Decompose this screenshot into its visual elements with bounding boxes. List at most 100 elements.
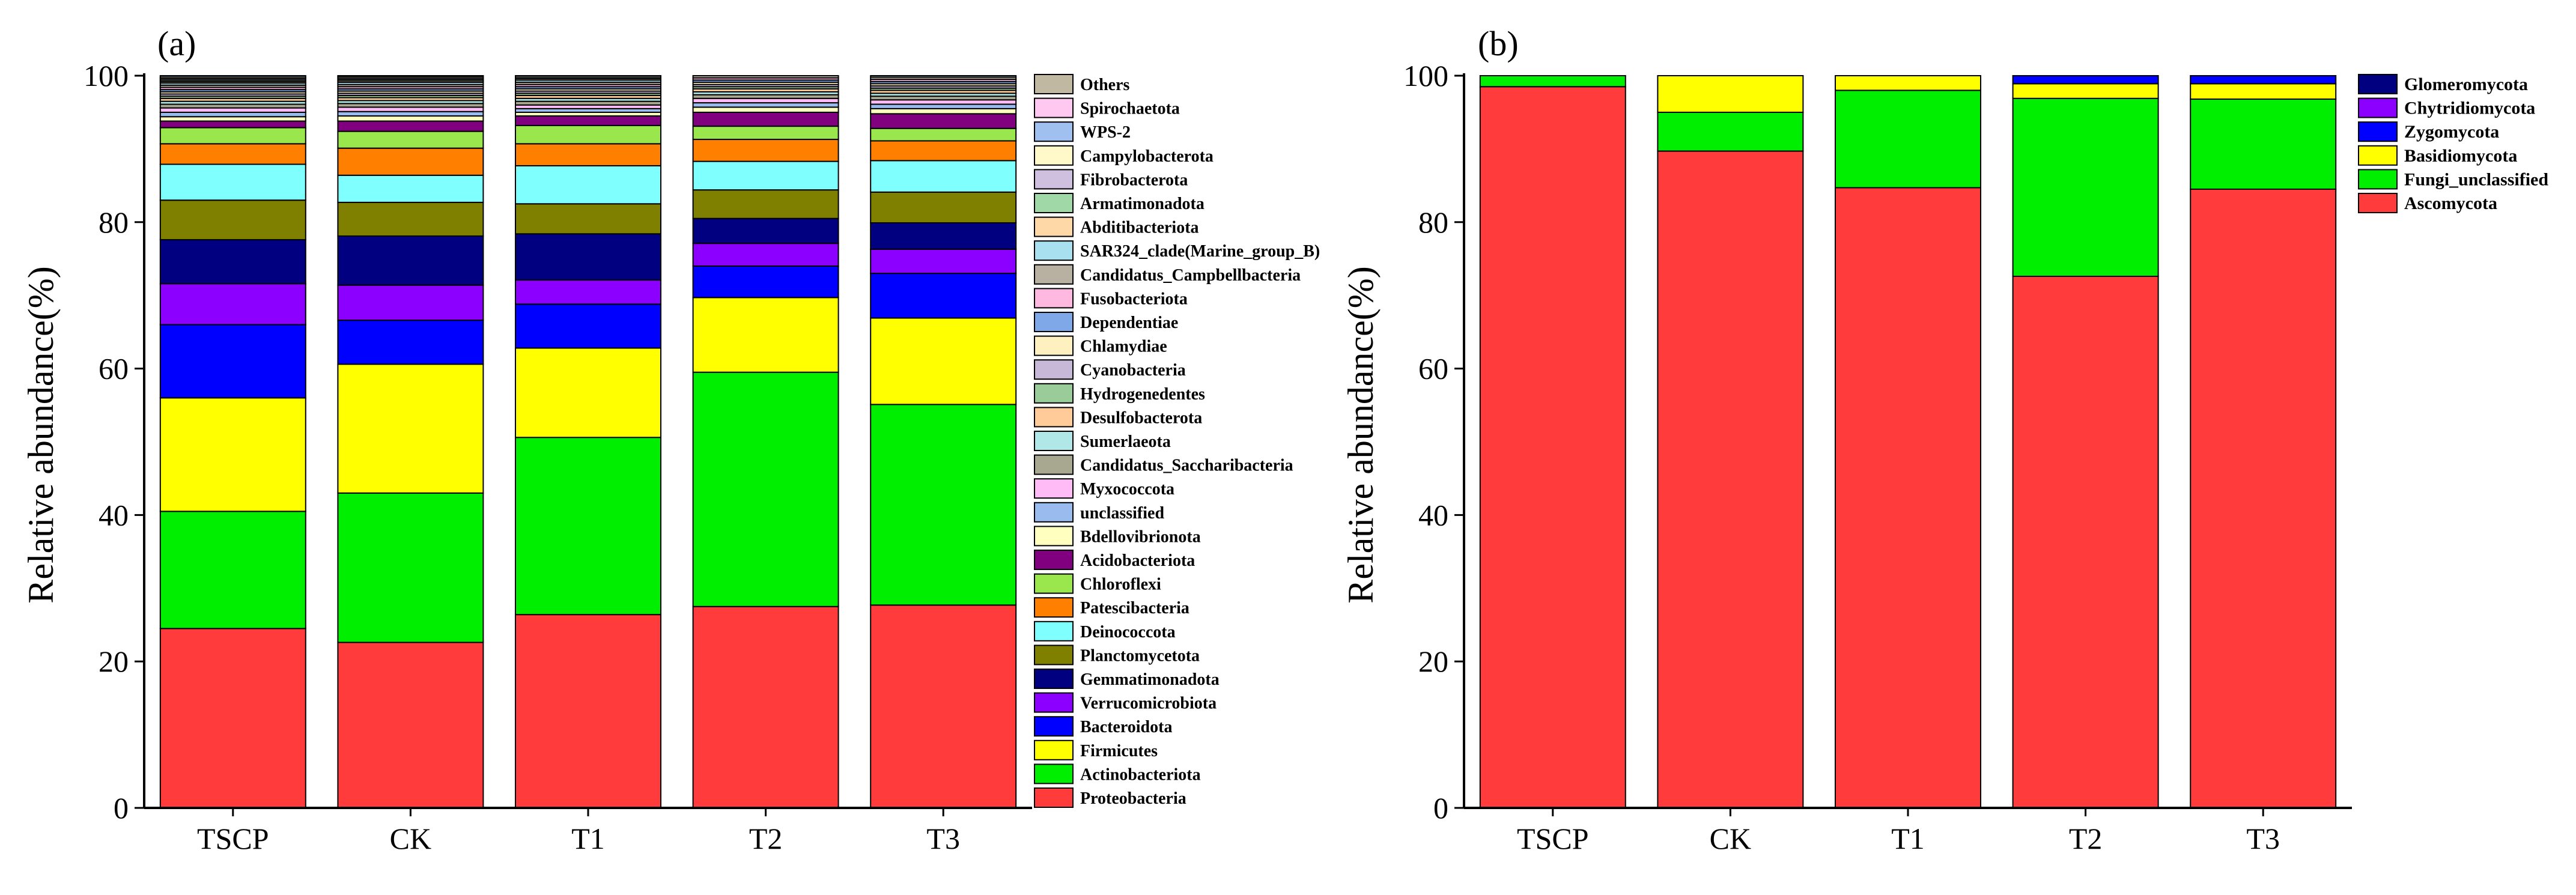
panel-a-bar-segment-T2-Planctomycetota (692, 189, 839, 219)
panel-a-bar-segment-CK-Deinococcota (337, 174, 484, 203)
panel-a-bar-segment-CK-Chloroflexi (337, 130, 484, 149)
panel-a-legend-swatch (1034, 669, 1074, 689)
panel-a-legend-swatch (1034, 431, 1074, 451)
panel-a-legend: Others Spirochaetota WPS-2 Campylobacterota… (1034, 74, 1320, 808)
panel-b-bars (1479, 75, 2337, 809)
panel-a-legend-swatch (1034, 216, 1074, 237)
panel-b-bar-segment-T3-Fungi_unclassified (2190, 99, 2337, 190)
panel-a-legend-label: Candidatus_Campbellbacteria (1080, 266, 1301, 285)
panel-a-bar-segment-CK-unclassified (337, 111, 484, 117)
panel-a-legend-label: Myxococcota (1080, 480, 1174, 499)
panel-a-bar-segment-T2-Gemmatimonadota (692, 217, 839, 244)
panel-a-bar-segment-T3-Proteobacteria (870, 604, 1017, 809)
panel-a-bar-segment-T3-Patescibacteria (870, 140, 1017, 162)
panel-a-bar-segment-TSCP-Bacteroidota (159, 324, 306, 399)
panel-a-bar-segment-T3-Deinococcota (870, 160, 1017, 193)
panel-b-x-tick-label: T3 (2246, 822, 2280, 855)
panel-a-legend-swatch (1034, 74, 1074, 94)
panel-a-legend-swatch (1034, 288, 1074, 309)
panel-a-bar-segment-T2-Candidatus_Campbellbacteria (692, 75, 839, 79)
panel-a-legend-label: Others (1080, 76, 1130, 94)
panel-a-bar-segment-T2-Bdellovibrionota (692, 106, 839, 113)
panel-a-legend-label: Gemmatimonadota (1080, 670, 1220, 689)
panel-a-x-tick-label: T2 (749, 822, 783, 855)
panel-a-bar-segment-CK-Verrucomicrobiota (337, 284, 484, 321)
panel-b-axes: TSCP CK T1 T2 T3 0 20 40 60 80 100 (1403, 59, 2352, 855)
panel-a-bar-segment-T3-Myxococcota (870, 99, 1017, 105)
panel-b-bar-segment-T2-Ascomycota (2012, 276, 2159, 809)
panel-b-legend-label: Basidiomycota (2404, 146, 2517, 166)
panel-a-legend-swatch (1034, 169, 1074, 190)
panel-b-y-tick-label: 20 (1418, 645, 1448, 678)
panel-b-y-axis-label: Relative abundance(%) (1341, 266, 1381, 603)
panel-a-legend-label: Bdellovibrionota (1080, 527, 1201, 546)
panel-b-y-tick-label: 40 (1418, 498, 1448, 532)
panel-a-legend-label: Patescibacteria (1080, 599, 1189, 617)
panel-a-legend-swatch (1034, 739, 1074, 760)
panel-a-bar-segment-TSCP-Deinococcota (159, 163, 306, 201)
panel-a-legend-swatch (1034, 359, 1074, 380)
panel-a-bar-segment-T3-Actinobacteriota (870, 404, 1017, 606)
panel-a-x-tick-label: T3 (926, 822, 960, 855)
panel-a-bar-segment-T2-Firmicutes (692, 297, 839, 373)
panel-b-legend-swatch (2358, 97, 2398, 118)
panel-a-y-tick-label: 0 (114, 791, 129, 825)
panel-a-bar-segment-T1-Chloroflexi (515, 124, 661, 145)
panel-a-legend-label: Campylobacterota (1080, 147, 1214, 166)
panel-a-legend-swatch (1034, 454, 1074, 475)
panel-a-bar-segment-CK-Firmicutes (337, 363, 484, 494)
panel-b-legend-swatch (2358, 169, 2398, 190)
panel-a-legend-label: Hydrogenedentes (1080, 385, 1205, 404)
panel-b-bar-segment-CK-Ascomycota (1657, 150, 1804, 809)
panel-a-legend-swatch (1034, 121, 1074, 142)
panel-a-legend-swatch (1034, 692, 1074, 713)
panel-a-bar-segment-T1-Patescibacteria (515, 143, 661, 166)
panel-b-bar-segment-T3-Basidiomycota (2190, 83, 2337, 100)
panel-a-bar-segment-CK-Proteobacteria (337, 642, 484, 809)
panel-a-legend-label: Desulfobacterota (1080, 408, 1202, 427)
panel-a-legend-label: Candidatus_Saccharibacteria (1080, 457, 1293, 475)
panel-a-bar-segment-CK-Acidobacteriota (337, 120, 484, 132)
panel-a-legend-swatch (1034, 645, 1074, 666)
panel-b-y-tick-label: 0 (1433, 791, 1448, 825)
panel-b-bar-segment-T1-Ascomycota (1835, 187, 1981, 809)
panel-a-bar-segment-TSCP-Firmicutes (159, 397, 306, 512)
panel-a-legend-label: Chlamydiae (1080, 338, 1167, 356)
panel-b-legend-label: Ascomycota (2404, 193, 2497, 213)
panel-a-y-tick-label: 100 (84, 59, 129, 93)
panel-a-legend-swatch (1034, 240, 1074, 261)
panel-a-bar-segment-TSCP-unclassified (159, 111, 306, 118)
panel-a-bar-segment-CK-Bdellovibrionota (337, 115, 484, 122)
panel-a-bar-segment-T2-Chloroflexi (692, 126, 839, 141)
panel-b-x-tick-label: T2 (2069, 822, 2103, 855)
panel-b-label: (b) (1478, 24, 1519, 63)
panel-a-y-tick-label: 80 (99, 205, 129, 239)
panel-a-bar-segment-T3-Planctomycetota (870, 191, 1017, 224)
panel-a-legend-label: Spirochaetota (1080, 100, 1180, 118)
panel-b-y-tick-label: 80 (1418, 205, 1448, 239)
panel-a-bar-segment-TSCP-Gemmatimonadota (159, 239, 306, 285)
panel-a-bar-segment-T1-Fibrobacterota (515, 75, 661, 78)
panel-a-bar-segment-CK-Myxococcota (337, 106, 484, 112)
panel-a-legend-swatch (1034, 97, 1074, 118)
panel-a-legend-label: Firmicutes (1080, 742, 1158, 760)
panel-a-bar-segment-T1-Planctomycetota (515, 203, 661, 235)
panel-a-bar-segment-CK-Bacteroidota (337, 320, 484, 365)
panel-a-bar-segment-T1-Actinobacteriota (515, 437, 661, 616)
panel-a-legend-label: Planctomycetota (1080, 646, 1200, 665)
panel-a-legend-swatch (1034, 264, 1074, 285)
panel-a-legend-label: unclassified (1080, 504, 1164, 523)
panel-a-legend-label: Abditibacteriota (1080, 219, 1199, 237)
panel-b-y-tick-label: 60 (1418, 352, 1448, 386)
panel-a-bar-segment-T1-Verrucomicrobiota (515, 279, 661, 305)
panel-a-bar-segment-TSCP-Planctomycetota (159, 199, 306, 241)
panel-a-bar-segment-T3-Gemmatimonadota (870, 222, 1017, 250)
panel-b-x-tick-label: T1 (1891, 822, 1925, 855)
panel-a-legend-label: Sumerlaeota (1080, 432, 1171, 451)
panel-a-bar-segment-T3-Chloroflexi (870, 127, 1017, 142)
panel-a-bar-segment-T2-Actinobacteriota (692, 371, 839, 607)
panel-b-legend-swatch (2358, 121, 2398, 142)
panel-a-legend-label: Proteobacteria (1080, 789, 1186, 808)
panel-a-legend-label: Dependentiae (1080, 314, 1178, 332)
